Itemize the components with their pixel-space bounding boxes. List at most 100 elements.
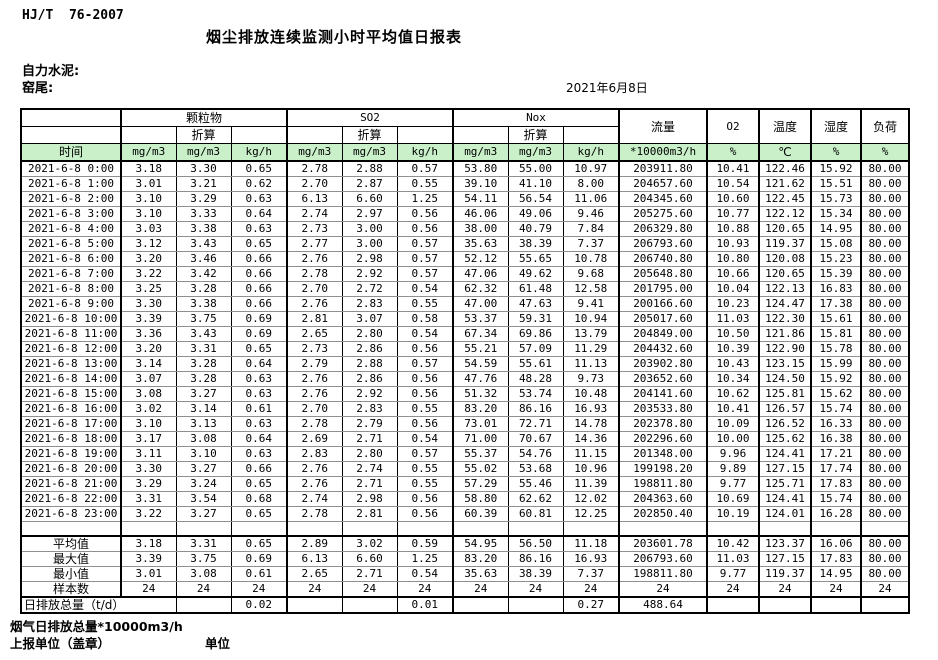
value-cell: 80.00 <box>860 371 910 387</box>
value-cell: 3.10 <box>120 206 177 222</box>
summary-cell: 83.20 <box>452 551 509 567</box>
value-cell: 55.37 <box>452 446 509 462</box>
value-cell: 3.14 <box>175 401 232 417</box>
value-cell: 126.57 <box>758 401 812 417</box>
empty-cell <box>120 521 177 537</box>
summary-cell: 24 <box>618 581 708 598</box>
value-cell: 120.08 <box>758 251 812 267</box>
value-cell: 41.10 <box>507 176 564 192</box>
value-cell: 3.08 <box>120 386 177 402</box>
so2-group-header: SO2 <box>286 108 454 127</box>
value-cell: 10.54 <box>706 176 760 192</box>
value-cell: 0.54 <box>396 281 454 297</box>
daily-total-cell <box>507 596 564 614</box>
value-cell: 2.69 <box>286 431 343 447</box>
value-cell: 7.37 <box>562 236 620 252</box>
value-cell: 80.00 <box>860 160 910 177</box>
value-cell: 0.61 <box>230 401 288 417</box>
value-cell: 80.00 <box>860 506 910 522</box>
value-cell: 2.92 <box>341 386 398 402</box>
value-cell: 14.36 <box>562 431 620 447</box>
unit-label: 单位 <box>205 636 231 651</box>
daily-total-cell <box>706 596 760 614</box>
value-cell: 59.31 <box>507 311 564 327</box>
time-cell: 2021-6-8 5:00 <box>20 236 122 252</box>
value-cell: 38.00 <box>452 221 509 237</box>
value-cell: 2.80 <box>341 326 398 342</box>
value-cell: 10.39 <box>706 341 760 357</box>
value-cell: 10.80 <box>706 251 760 267</box>
value-cell: 9.77 <box>706 476 760 492</box>
value-cell: 53.68 <box>507 461 564 477</box>
value-cell: 55.65 <box>507 251 564 267</box>
daily-total-cell: 0.27 <box>562 596 620 614</box>
value-cell: 0.57 <box>396 446 454 462</box>
value-cell: 0.65 <box>230 506 288 522</box>
value-cell: 3.29 <box>175 191 232 207</box>
summary-cell: 3.75 <box>175 551 232 567</box>
blank-cell <box>230 126 288 144</box>
value-cell: 10.41 <box>706 401 760 417</box>
value-cell: 2.83 <box>341 296 398 312</box>
value-cell: 15.73 <box>810 191 862 207</box>
value-cell: 35.63 <box>452 236 509 252</box>
value-cell: 9.73 <box>562 371 620 387</box>
value-cell: 3.08 <box>175 431 232 447</box>
value-cell: 0.56 <box>396 206 454 222</box>
summary-cell: 0.59 <box>396 535 454 552</box>
summary-cell: 3.18 <box>120 535 177 552</box>
hour-row: 2021-6-8 13:00 3.14 3.28 0.64 2.79 2.88 0.57 54… <box>20 356 910 372</box>
humidity-header: 湿度 <box>810 108 862 144</box>
daily-total-cell <box>860 596 910 614</box>
value-cell: 198811.80 <box>618 476 708 492</box>
value-cell: 2.70 <box>286 281 343 297</box>
value-cell: 2.83 <box>286 446 343 462</box>
summary-cell: 10.42 <box>706 535 760 552</box>
summary-label: 最小值 <box>20 566 122 582</box>
value-cell: 57.29 <box>452 476 509 492</box>
time-cell: 2021-6-8 9:00 <box>20 296 122 312</box>
time-cell: 2021-6-8 0:00 <box>20 160 122 177</box>
value-cell: 2.74 <box>286 206 343 222</box>
value-cell: 2.72 <box>341 281 398 297</box>
value-cell: 3.00 <box>341 221 398 237</box>
value-cell: 55.61 <box>507 356 564 372</box>
value-cell: 2.86 <box>341 371 398 387</box>
value-cell: 2.79 <box>286 356 343 372</box>
blank-cell <box>396 126 454 144</box>
value-cell: 0.54 <box>396 431 454 447</box>
value-cell: 3.54 <box>175 491 232 507</box>
value-cell: 71.00 <box>452 431 509 447</box>
value-cell: 15.99 <box>810 356 862 372</box>
value-cell: 15.23 <box>810 251 862 267</box>
summary-cell: 24 <box>175 581 232 598</box>
value-cell: 52.12 <box>452 251 509 267</box>
empty-cell <box>20 521 122 537</box>
value-cell: 0.65 <box>230 160 288 177</box>
value-cell: 122.45 <box>758 191 812 207</box>
value-cell: 205275.60 <box>618 206 708 222</box>
summary-cell: 11.18 <box>562 535 620 552</box>
value-cell: 3.27 <box>175 386 232 402</box>
value-cell: 3.07 <box>120 371 177 387</box>
unit-cell: % <box>810 143 862 162</box>
value-cell: 122.90 <box>758 341 812 357</box>
value-cell: 12.25 <box>562 506 620 522</box>
value-cell: 80.00 <box>860 176 910 192</box>
value-cell: 2.78 <box>286 506 343 522</box>
value-cell: 122.13 <box>758 281 812 297</box>
value-cell: 2.88 <box>341 160 398 177</box>
value-cell: 17.21 <box>810 446 862 462</box>
value-cell: 3.25 <box>120 281 177 297</box>
value-cell: 80.00 <box>860 311 910 327</box>
header-group-row: 颗粒物 SO2 Nox 流量 O2 温度 湿度 负荷 <box>20 108 910 144</box>
summary-cell: 198811.80 <box>618 566 708 582</box>
flow-total-note: 烟气日排放总量*10000m3/h <box>10 619 183 634</box>
value-cell: 0.66 <box>230 296 288 312</box>
unit-cell: mg/m3 <box>286 143 343 162</box>
hour-row: 2021-6-8 5:00 3.12 3.43 0.65 2.77 3.00 0.57 35.… <box>20 236 910 252</box>
value-cell: 11.15 <box>562 446 620 462</box>
report-unit-label: 上报单位（盖章） <box>10 636 111 651</box>
value-cell: 2.78 <box>286 266 343 282</box>
value-cell: 72.71 <box>507 416 564 432</box>
